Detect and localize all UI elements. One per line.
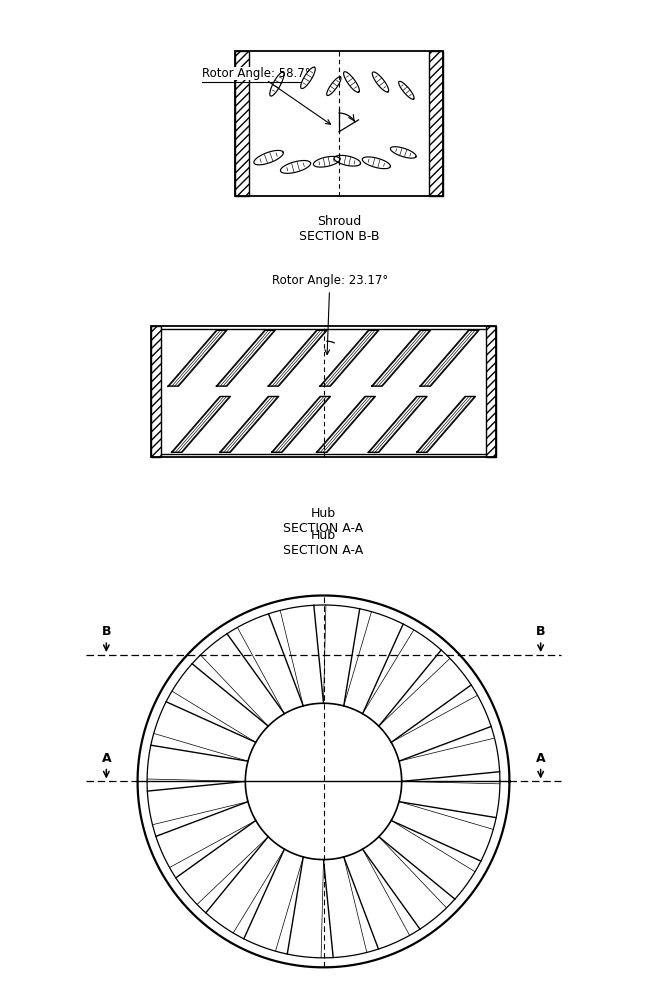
Polygon shape bbox=[486, 325, 496, 457]
Text: Rotor Angle: 23.17°: Rotor Angle: 23.17° bbox=[272, 274, 388, 354]
Text: B: B bbox=[102, 625, 111, 638]
Text: Hub
SECTION A-A: Hub SECTION A-A bbox=[283, 530, 364, 558]
Text: Rotor Angle: 58.7°: Rotor Angle: 58.7° bbox=[203, 66, 331, 124]
Text: Hub
SECTION A-A: Hub SECTION A-A bbox=[283, 507, 364, 535]
Text: Shroud
SECTION B-B: Shroud SECTION B-B bbox=[299, 214, 379, 243]
Text: A: A bbox=[536, 751, 545, 764]
Polygon shape bbox=[151, 325, 161, 457]
Text: A: A bbox=[102, 751, 111, 764]
Text: B: B bbox=[536, 625, 545, 638]
Bar bbox=[151, 325, 496, 457]
Polygon shape bbox=[236, 51, 249, 196]
Polygon shape bbox=[429, 51, 443, 196]
Bar bbox=[236, 51, 443, 196]
